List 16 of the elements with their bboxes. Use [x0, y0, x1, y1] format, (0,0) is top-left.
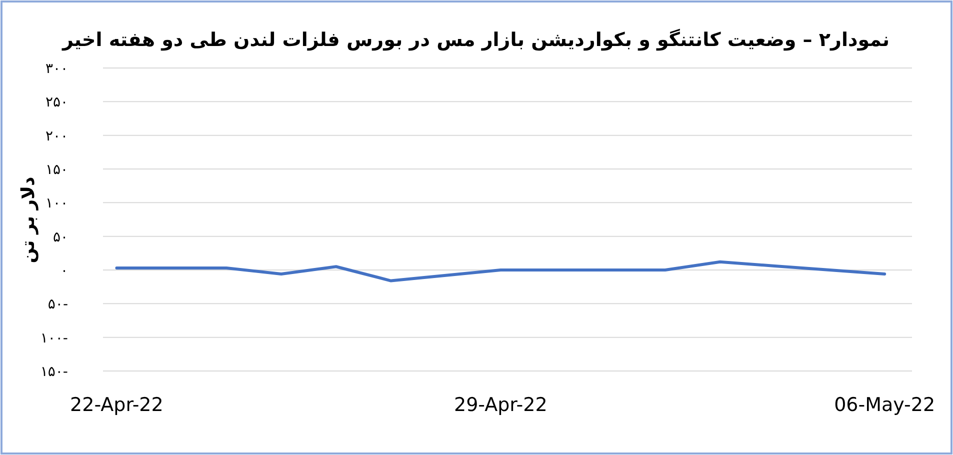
y-tick-label: ۵۰-: [48, 296, 68, 313]
y-tick-label: ۲۵۰: [45, 94, 68, 111]
x-tick-label: 06-May-22: [834, 394, 936, 416]
x-tick-label: 22-Apr-22: [70, 394, 164, 416]
y-tick-label: ۵۰: [52, 229, 68, 246]
chart-title: نمودار۲ – وضعیت کانتنگو و بکواردیشن بازار مس در بورس فلزات لندن طی دو هفته اخیر: [61, 28, 890, 51]
y-tick-label: ۱۰۰-: [40, 330, 68, 346]
y-tick-label: ۲۰۰: [45, 128, 68, 144]
y-tick-label: ۱۰۰: [45, 196, 68, 212]
y-tick-label: ۰: [60, 263, 68, 279]
y-tick-label: ۱۵۰: [45, 162, 68, 178]
y-tick-label: ۳۰۰: [45, 61, 68, 77]
y-axis-title: دلار بر تن: [18, 176, 39, 264]
line-series: [115, 260, 886, 282]
x-tick-label: 29-Apr-22: [454, 394, 548, 416]
y-tick-label: ۱۵۰-: [40, 364, 68, 380]
